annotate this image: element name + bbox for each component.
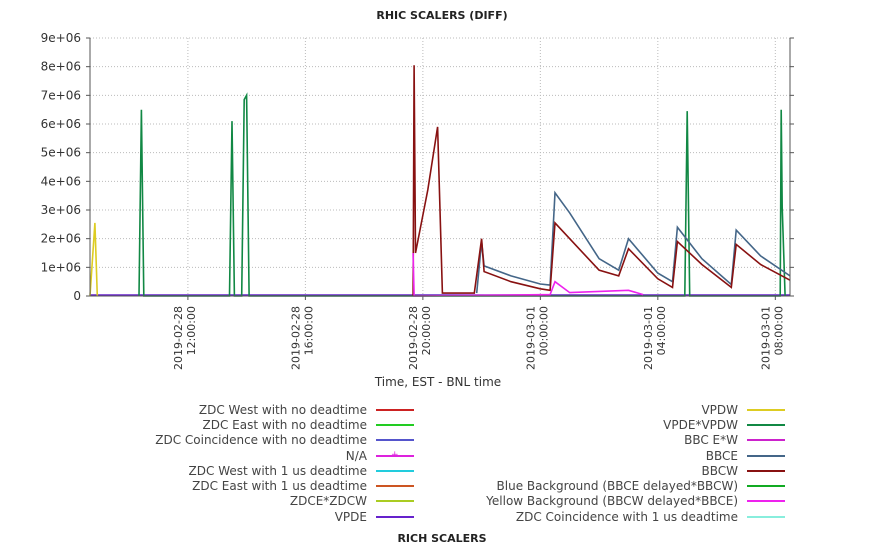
legend-item: VPDE*VPDW bbox=[440, 417, 785, 432]
x-tick-label: 2019-03-01 bbox=[759, 306, 772, 370]
legend-item: ZDC Coincidence with 1 us deadtime bbox=[440, 509, 785, 524]
chart-title: RHIC SCALERS (DIFF) bbox=[376, 9, 508, 22]
y-tick-label: 4e+06 bbox=[41, 174, 81, 188]
x-tick-label: 2019-03-01 bbox=[642, 306, 655, 370]
legend-label: BBC E*W bbox=[684, 433, 738, 448]
legend-swatch bbox=[376, 408, 414, 411]
legend-swatch bbox=[376, 423, 414, 426]
x-tick-label: 2019-02-28 bbox=[407, 306, 420, 370]
legend-item: ZDC East with 1 us deadtime bbox=[0, 478, 414, 493]
legend-label: VPDE bbox=[334, 509, 367, 524]
x-tick-label: 08:00:00 bbox=[772, 306, 785, 355]
y-tick-label: 2e+06 bbox=[41, 232, 81, 246]
legend-swatch: + bbox=[376, 449, 414, 460]
series-line bbox=[89, 222, 99, 297]
series-line bbox=[412, 252, 644, 297]
legend-swatch bbox=[376, 439, 414, 442]
legend-marker: + bbox=[391, 449, 399, 460]
legend-swatch bbox=[747, 485, 785, 488]
legend-item: ZDC Coincidence with no deadtime bbox=[0, 433, 414, 448]
series-line bbox=[412, 65, 791, 297]
legend-right: VPDW VPDE*VPDW BBC E*W BBCE BBCW Blue Backgro… bbox=[440, 402, 785, 524]
y-tick-label: 6e+06 bbox=[41, 117, 81, 131]
y-tick-label: 3e+06 bbox=[41, 203, 81, 217]
y-tick-label: 7e+06 bbox=[41, 88, 81, 102]
legend-label: VPDW bbox=[701, 402, 738, 417]
legend-item: BBCW bbox=[440, 463, 785, 478]
series-line bbox=[475, 190, 791, 294]
legend-label: Blue Background (BBCE delayed*BBCW) bbox=[496, 479, 738, 494]
x-tick-label: 2019-02-28 bbox=[172, 306, 185, 370]
y-tick-label: 9e+06 bbox=[41, 31, 81, 45]
x-tick-label: 2019-02-28 bbox=[289, 306, 302, 370]
legend-swatch bbox=[376, 500, 414, 503]
legend-item: ZDC East with no deadtime bbox=[0, 417, 414, 432]
legend-label: ZDC Coincidence with no deadtime bbox=[155, 433, 367, 448]
x-tick-label: 20:00:00 bbox=[420, 306, 433, 355]
legend-item: ZDC West with no deadtime bbox=[0, 402, 414, 417]
legend-swatch bbox=[747, 439, 785, 442]
y-tick-label: 5e+06 bbox=[41, 146, 81, 160]
legend-item: ZDC West with 1 us deadtime bbox=[0, 463, 414, 478]
legend-item: VPDW bbox=[440, 402, 785, 417]
series-line bbox=[138, 92, 786, 297]
legend-label: Yellow Background (BBCW delayed*BBCE) bbox=[486, 494, 738, 509]
legend-swatch bbox=[376, 469, 414, 472]
next-chart-title: RICH SCALERS bbox=[397, 532, 487, 545]
legend-label: VPDE*VPDW bbox=[663, 417, 738, 432]
legend-label: ZDC Coincidence with 1 us deadtime bbox=[515, 509, 738, 524]
y-tick-label: 1e+06 bbox=[41, 260, 81, 274]
x-tick-label: 2019-03-01 bbox=[524, 306, 537, 370]
legend-item: Yellow Background (BBCW delayed*BBCE) bbox=[440, 494, 785, 509]
chart-plot: 0 1e+06 2e+06 3e+06 4e+06 5e+06 6e+06 7e+06 8e+0… bbox=[41, 31, 794, 389]
legend-label: ZDC West with no deadtime bbox=[198, 402, 367, 417]
legend-item: N/A + bbox=[0, 448, 414, 463]
x-axis-label: Time, EST - BNL time bbox=[374, 375, 501, 389]
legend-label: BBCE bbox=[705, 448, 738, 463]
legend-swatch bbox=[747, 500, 785, 503]
legend-label: ZDCE*ZDCW bbox=[289, 494, 367, 509]
legend-left: ZDC West with no deadtime ZDC East with n… bbox=[0, 402, 414, 524]
legend-swatch bbox=[376, 485, 414, 488]
legend-swatch bbox=[747, 408, 785, 411]
legend-item: Blue Background (BBCE delayed*BBCW) bbox=[440, 478, 785, 493]
x-tick-label: 04:00:00 bbox=[655, 306, 668, 355]
legend-swatch bbox=[747, 515, 785, 518]
legend-item: BBCE bbox=[440, 448, 785, 463]
legend-swatch bbox=[376, 515, 414, 518]
legend-item: VPDE bbox=[0, 509, 414, 524]
x-tick-label: 00:00:00 bbox=[537, 306, 550, 355]
legend-label: ZDC East with no deadtime bbox=[202, 417, 367, 432]
legend-swatch bbox=[747, 423, 785, 426]
legend-swatch bbox=[747, 454, 785, 457]
legend-item: ZDCE*ZDCW bbox=[0, 494, 414, 509]
x-tick-label: 16:00:00 bbox=[302, 306, 315, 355]
legend-label: ZDC East with 1 us deadtime bbox=[192, 479, 367, 494]
legend-item: BBC E*W bbox=[440, 433, 785, 448]
legend-label: BBCW bbox=[701, 463, 739, 478]
legend-label: N/A bbox=[345, 448, 367, 463]
legend-label: ZDC West with 1 us deadtime bbox=[188, 463, 367, 478]
y-tick-label: 0 bbox=[73, 289, 81, 303]
y-tick-label: 8e+06 bbox=[41, 60, 81, 74]
x-tick-label: 12:00:00 bbox=[185, 306, 198, 355]
legend-swatch bbox=[747, 469, 785, 472]
